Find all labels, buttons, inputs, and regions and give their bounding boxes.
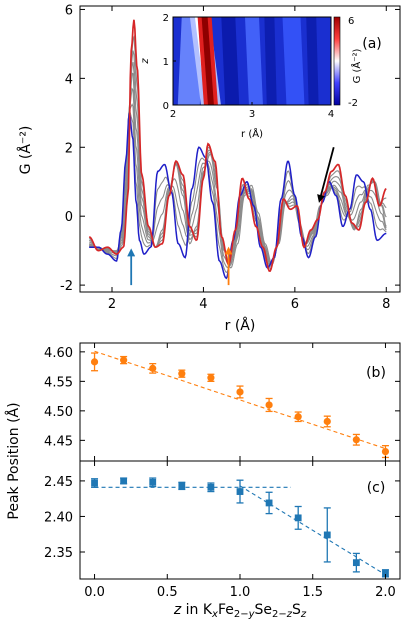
data-point — [294, 411, 302, 423]
a-ytick-label: -2 — [60, 279, 73, 294]
inset-ytick-label: 1 — [163, 57, 169, 68]
a-xtick-label: 4 — [199, 297, 207, 312]
data-point — [207, 482, 215, 493]
colorbar-label: G (Å⁻²) — [350, 48, 363, 83]
panel-c-ticks: 2.35 2.40 2.45 0.0 0.5 1.0 1.5 2.0 — [44, 461, 400, 600]
a-ytick-label: 2 — [65, 141, 73, 156]
data-point — [352, 433, 360, 446]
xtick-label: 1.0 — [230, 585, 251, 600]
inset-ytick-label: 2 — [163, 13, 169, 24]
data-point — [294, 505, 302, 530]
panel-a-frame — [79, 5, 401, 293]
fit-line — [94, 350, 386, 450]
data-point — [178, 481, 186, 491]
colorbar-max: 6 — [348, 16, 354, 27]
ytick-label: 2.40 — [44, 510, 73, 525]
ytick-label: 2.45 — [44, 475, 73, 490]
data-point — [236, 385, 244, 399]
ytick-label: 4.45 — [44, 434, 73, 449]
colorbar-min: -2 — [348, 98, 358, 109]
a-ytick-label: 6 — [65, 3, 73, 18]
a-ytick-label: 4 — [65, 72, 73, 87]
data-point — [265, 397, 273, 413]
panel-b-data — [90, 350, 390, 459]
data-point — [149, 477, 157, 488]
data-point — [323, 507, 331, 563]
inset-ylabel: z — [140, 58, 151, 65]
xtick-label: 1.5 — [302, 585, 323, 600]
pdf-curve-8 — [88, 19, 387, 272]
inset-heatmap: 2 3 4 0 1 2 r (Å) z 6 -2 G (Å⁻²) — [140, 13, 363, 140]
data-point — [207, 373, 215, 383]
pdf-curve-4 — [89, 72, 387, 269]
xtick-label: 2.0 — [375, 585, 396, 600]
panel-a-letter: (a) — [362, 36, 382, 52]
data-point — [149, 362, 157, 374]
z-axis-label: z in KxFe2−ySe2−zSz — [173, 602, 307, 620]
arrow-2 — [317, 147, 335, 203]
colorbar — [333, 16, 341, 106]
ytick-label: 4.60 — [44, 346, 73, 361]
xtick-label: 0.5 — [157, 585, 178, 600]
data-point — [236, 479, 244, 504]
panel-c: 2.35 2.40 2.45 0.0 0.5 1.0 1.5 2.0 (c) — [44, 460, 401, 600]
a-xtick-label: 6 — [291, 297, 299, 312]
annotation-arrows — [127, 147, 335, 286]
panel-c-letter: (c) — [367, 480, 386, 496]
panel-b-frame — [79, 342, 401, 462]
panel-b-ticks: 4.45 4.50 4.55 4.60 — [44, 343, 400, 461]
fit-line — [239, 485, 386, 576]
ytick-label: 4.55 — [44, 375, 73, 390]
panel-a-xlabel: r (Å) — [225, 317, 256, 334]
data-point — [90, 352, 99, 372]
panel-b: 4.45 4.50 4.55 4.60 (b) — [44, 342, 401, 462]
inset-xtick-label: 2 — [170, 109, 176, 120]
ytick-label: 4.50 — [44, 405, 73, 420]
inset-xtick-label: 4 — [328, 109, 334, 120]
pdf-curves — [88, 19, 387, 280]
data-point — [178, 369, 186, 378]
data-point — [352, 552, 360, 573]
data-point — [323, 415, 331, 428]
a-ytick-label: 0 — [65, 210, 73, 225]
panel-b-letter: (b) — [366, 365, 386, 381]
inset-xlabel: r (Å) — [241, 127, 263, 140]
data-point — [120, 477, 128, 485]
panel-c-data — [91, 477, 389, 578]
data-point — [91, 478, 99, 488]
data-point — [120, 355, 128, 365]
a-xtick-label: 2 — [108, 297, 116, 312]
panel-a-ylabel: G (Å⁻²) — [17, 126, 34, 175]
pdf-curve-5 — [89, 62, 387, 267]
inset-xtick-label: 3 — [249, 109, 255, 120]
peak-position-ylabel: Peak Position (Å) — [5, 402, 22, 519]
pdf-curve-3 — [89, 87, 387, 266]
pdf-curve-0 — [89, 112, 387, 280]
inset-ytick-label: 0 — [163, 101, 169, 112]
ytick-label: 2.35 — [44, 546, 73, 561]
data-point — [381, 445, 390, 459]
xtick-label: 0.0 — [84, 585, 105, 600]
data-point — [265, 491, 273, 515]
a-xtick-label: 8 — [382, 297, 390, 312]
panel-c-frame — [79, 460, 401, 580]
